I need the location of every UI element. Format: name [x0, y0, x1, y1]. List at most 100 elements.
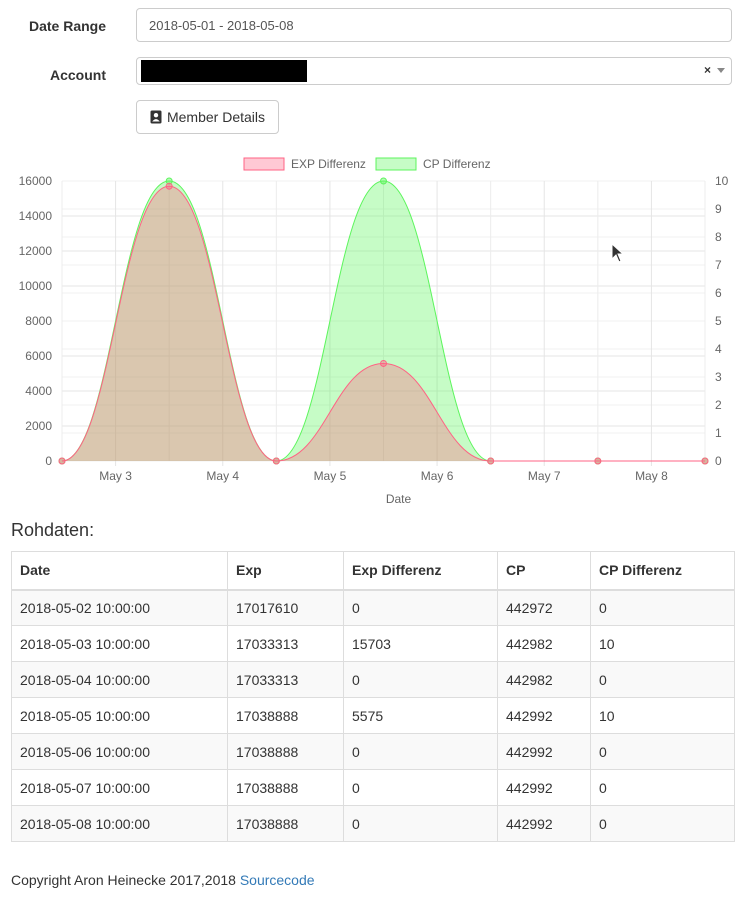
column-header-cp-differenz: CP Differenz — [590, 551, 735, 591]
legend-label: CP Differenz — [423, 157, 491, 171]
date-range-value: 2018-05-01 - 2018-05-08 — [149, 18, 294, 33]
cell-date: 2018-05-08 10:00:00 — [11, 805, 228, 842]
x-tick-label: May 4 — [206, 469, 239, 483]
cell-date: 2018-05-02 10:00:00 — [11, 589, 228, 626]
data-point — [58, 457, 66, 465]
y-left-tick-label: 4000 — [25, 384, 52, 398]
column-header-cp: CP — [497, 551, 591, 591]
y-left-tick-label: 8000 — [25, 314, 52, 328]
data-point — [701, 457, 709, 465]
y-right-tick-label: 4 — [715, 342, 722, 356]
cell-cp-differenz: 0 — [590, 769, 735, 806]
cell-cp: 442992 — [497, 805, 591, 842]
y-right-tick-label: 1 — [715, 426, 722, 440]
cell-exp: 17038888 — [227, 769, 344, 806]
cell-exp-differenz: 15703 — [343, 625, 498, 662]
x-axis-label: Date — [386, 492, 412, 506]
table-row: 2018-05-04 10:00:00 17033313 0 442982 0 — [11, 661, 735, 698]
raw-data-table: Date Exp Exp Differenz CP CP Differenz 2… — [11, 551, 735, 842]
data-point — [594, 457, 602, 465]
cell-cp-differenz: 0 — [590, 805, 735, 842]
cell-date: 2018-05-07 10:00:00 — [11, 769, 228, 806]
y-left-tick-label: 10000 — [19, 279, 53, 293]
data-point — [165, 177, 173, 185]
legend-label: EXP Differenz — [291, 157, 366, 171]
column-header-date: Date — [11, 551, 228, 591]
cell-exp: 17033313 — [227, 661, 344, 698]
column-header-exp-differenz: Exp Differenz — [343, 551, 498, 591]
cell-exp-differenz: 0 — [343, 805, 498, 842]
cell-cp: 442992 — [497, 697, 591, 734]
y-left-tick-label: 16000 — [19, 174, 53, 188]
table-row: 2018-05-08 10:00:00 17038888 0 442992 0 — [11, 805, 735, 842]
chart-svg: 0 2000 4000 6000 8000 10000 12000 14000 16000 0 1 2… — [19, 157, 729, 506]
y-right-tick-label: 3 — [715, 370, 722, 384]
x-tick-label: May 7 — [528, 469, 561, 483]
date-range-label: Date Range — [28, 18, 106, 34]
cell-cp: 442992 — [497, 769, 591, 806]
x-tick-label: May 6 — [421, 469, 454, 483]
table-row: 2018-05-02 10:00:00 17017610 0 442972 0 — [11, 589, 735, 626]
data-point — [380, 177, 387, 185]
cell-cp-differenz: 0 — [590, 733, 735, 770]
y-right-tick-label: 7 — [715, 258, 722, 272]
cell-exp: 17038888 — [227, 733, 344, 770]
series-area-cp-differenz — [62, 181, 705, 461]
cell-cp-differenz: 10 — [590, 625, 735, 662]
cell-cp-differenz: 0 — [590, 589, 735, 626]
table-row: 2018-05-05 10:00:00 17038888 5575 442992… — [11, 697, 735, 734]
account-label: Account — [50, 67, 106, 83]
date-range-row: Date Range 2018-05-01 - 2018-05-08 — [0, 8, 746, 42]
chart: 0 2000 4000 6000 8000 10000 12000 14000 16000 0 1 2… — [0, 150, 746, 510]
cell-cp: 442992 — [497, 733, 591, 770]
mouse-cursor-icon — [611, 243, 625, 263]
raw-data-heading: Rohdaten: — [11, 520, 95, 540]
y-left-tick-label: 0 — [45, 454, 52, 468]
cell-exp-differenz: 0 — [343, 661, 498, 698]
cell-date: 2018-05-04 10:00:00 — [11, 661, 228, 698]
x-tick-label: May 3 — [99, 469, 132, 483]
cell-exp-differenz: 0 — [343, 733, 498, 770]
legend-swatch — [375, 157, 417, 171]
sourcecode-link[interactable]: Sourcecode — [239, 872, 315, 888]
cell-cp: 442972 — [497, 589, 591, 626]
cell-exp-differenz: 5575 — [343, 697, 498, 734]
data-point — [487, 457, 495, 465]
column-header-exp: Exp — [227, 551, 344, 591]
cell-exp: 17033313 — [227, 625, 344, 662]
y-right-tick-label: 5 — [715, 314, 722, 328]
cell-cp: 442982 — [497, 625, 591, 662]
y-right-tick-label: 6 — [715, 286, 722, 300]
y-right-tick-label: 2 — [715, 398, 722, 412]
series-line-exp-differenz — [61, 185, 705, 462]
account-select[interactable]: × — [136, 57, 732, 85]
y-left-tick-label: 14000 — [19, 209, 53, 223]
legend-swatch — [243, 157, 285, 171]
data-point — [272, 457, 280, 465]
cell-cp-differenz: 0 — [590, 661, 735, 698]
cell-exp: 17038888 — [227, 697, 344, 734]
copyright-text: Copyright Aron Heinecke 2017,2018 — [11, 872, 236, 888]
x-tick-label: May 5 — [314, 469, 347, 483]
y-right-tick-label: 0 — [715, 454, 722, 468]
table-row: 2018-05-07 10:00:00 17038888 0 442992 0 — [11, 769, 735, 806]
data-point — [380, 359, 387, 367]
clear-selection-icon[interactable]: × — [703, 63, 711, 77]
date-range-input[interactable]: 2018-05-01 - 2018-05-08 — [136, 8, 732, 42]
cell-date: 2018-05-05 10:00:00 — [11, 697, 228, 734]
address-card-icon — [150, 110, 162, 124]
data-point — [165, 182, 173, 190]
cell-exp: 17017610 — [227, 589, 344, 626]
y-left-tick-label: 2000 — [25, 419, 52, 433]
x-tick-label: May 8 — [635, 469, 668, 483]
table-row: 2018-05-03 10:00:00 17033313 15703 44298… — [11, 625, 735, 662]
table-row: 2018-05-06 10:00:00 17038888 0 442992 0 — [11, 733, 735, 770]
cell-date: 2018-05-03 10:00:00 — [11, 625, 228, 662]
y-right-tick-label: 8 — [715, 230, 722, 244]
cell-date: 2018-05-06 10:00:00 — [11, 733, 228, 770]
chevron-down-icon[interactable] — [717, 68, 725, 73]
cell-exp: 17038888 — [227, 805, 344, 842]
y-left-tick-label: 6000 — [25, 349, 52, 363]
y-left-tick-label: 12000 — [19, 244, 53, 258]
member-details-button[interactable]: Member Details — [136, 100, 279, 134]
